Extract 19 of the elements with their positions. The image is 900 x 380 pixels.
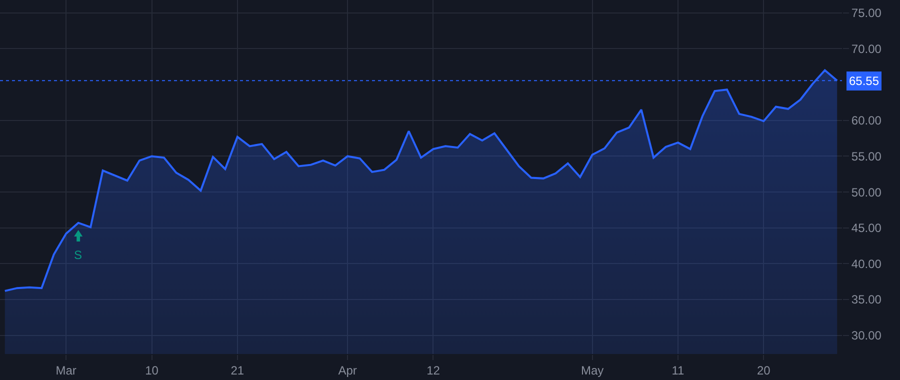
annotation: S — [74, 248, 82, 262]
y-tick-label: 30.00 — [851, 328, 882, 343]
ref-line-label: 65.55 — [849, 74, 880, 88]
y-tick-label: 50.00 — [851, 185, 882, 200]
y-tick-label: 60.00 — [851, 114, 882, 128]
x-tick-label: 12 — [426, 363, 440, 378]
y-tick-label: 75.00 — [851, 6, 882, 20]
x-tick-label: Mar — [56, 363, 76, 378]
x-tick-label: May — [581, 363, 604, 378]
y-tick-label: 45.00 — [851, 221, 882, 236]
y-tick-label: 40.00 — [851, 256, 882, 271]
x-tick-label: 20 — [756, 363, 771, 378]
x-tick-label: 11 — [672, 363, 685, 378]
y-tick-label: 35.00 — [851, 292, 882, 307]
x-tick-label: 10 — [145, 363, 159, 378]
y-tick-label: 55.00 — [851, 149, 882, 164]
y-tick-label: 70.00 — [851, 42, 882, 56]
x-tick-label: Apr — [338, 363, 357, 378]
x-tick-label: 21 — [230, 363, 244, 378]
